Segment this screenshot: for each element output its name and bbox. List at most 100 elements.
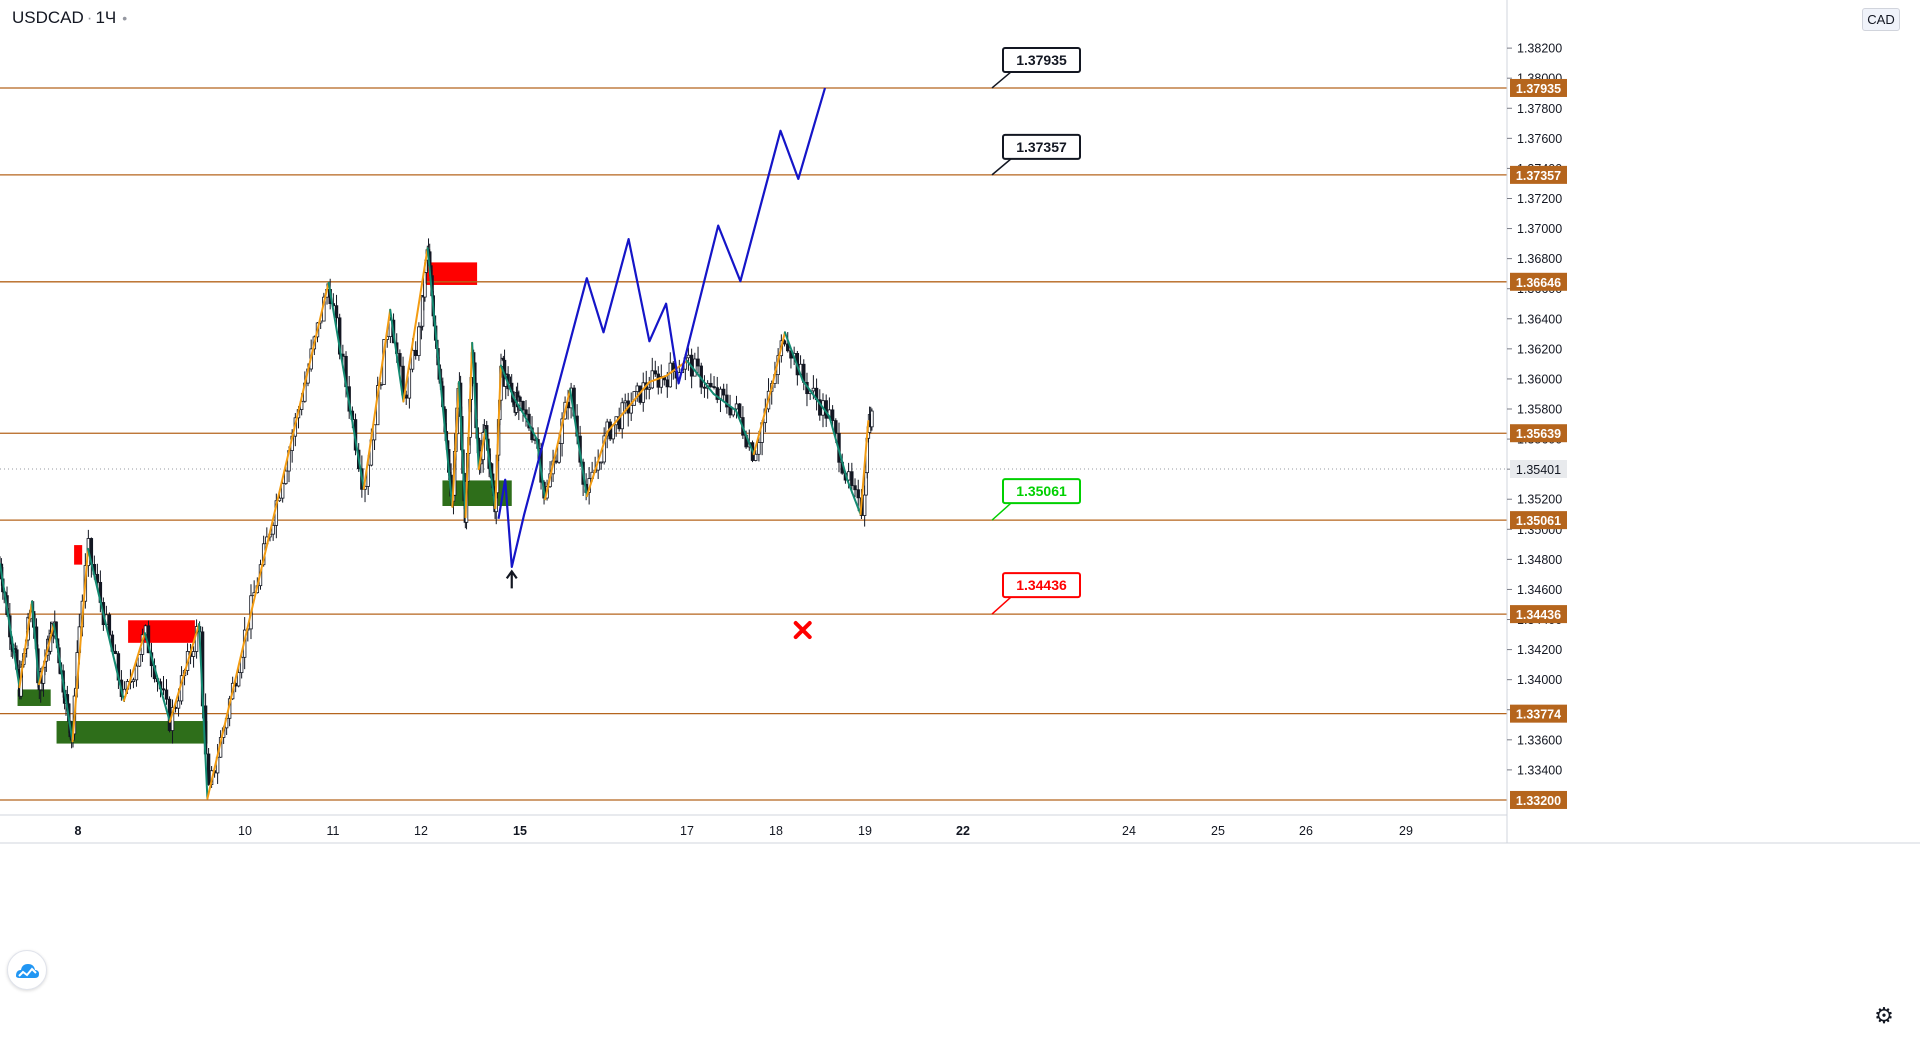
zigzag-segment-2: [30, 600, 40, 686]
candle-body-157: [388, 319, 393, 338]
candle-body-62: [95, 573, 100, 583]
candle-body-299: [665, 379, 669, 388]
zigzag-segment-19: [464, 341, 474, 519]
candle-body-120: [271, 525, 275, 535]
candle-body-164: [410, 349, 415, 370]
price-tick-label-24: 1.38200: [1517, 42, 1562, 56]
zigzag-segment-30: [585, 430, 609, 498]
zigzag-segment-15: [402, 247, 429, 403]
callout-box-2[interactable]: [1002, 478, 1081, 505]
candle-body-351: [830, 409, 835, 421]
title-separator: ·: [86, 8, 93, 27]
callout-pointer-1: [991, 158, 1012, 176]
supply-zone-1: [128, 620, 195, 643]
zigzag-segment-29: [569, 388, 588, 498]
candle-body-328: [757, 442, 761, 455]
level-badge-1[interactable]: [1510, 165, 1567, 184]
candle-body-68: [113, 650, 118, 655]
candle-body-359: [856, 489, 860, 499]
time-tick-label-1: 10: [238, 824, 252, 838]
level-badge-7[interactable]: [1510, 790, 1567, 809]
level-badge-0[interactable]: [1510, 78, 1567, 97]
callout-box-0[interactable]: [1002, 46, 1081, 73]
level-badge-6[interactable]: [1510, 704, 1567, 723]
price-tick-label-4: 1.34200: [1517, 643, 1562, 657]
candle-body-367: [870, 410, 874, 428]
level-badge-3[interactable]: [1510, 424, 1567, 443]
zigzag-segment-7: [122, 632, 146, 702]
zigzag-segment-39: [783, 331, 804, 382]
candle-body-124: [284, 470, 288, 484]
candle-body-337: [786, 343, 790, 352]
zigzag-segment-34: [686, 359, 715, 395]
zigzag-segment-36: [734, 409, 755, 456]
time-tick-label-9: 24: [1122, 824, 1136, 838]
zigzag-segment-28: [544, 388, 572, 501]
last-price-label: 1.35401: [1516, 463, 1561, 477]
candle-body-296: [656, 373, 660, 388]
level-badge-5[interactable]: [1510, 605, 1567, 624]
candle-body-123: [280, 483, 285, 499]
zigzag-segment-38: [770, 331, 786, 389]
zigzag-segment-40: [801, 379, 831, 418]
candle-body-347: [818, 399, 822, 416]
candle-body-85: [164, 689, 169, 700]
callout-label-2: 1.35061: [1016, 483, 1067, 499]
callout-label-1: 1.37357: [1016, 139, 1067, 155]
candle-body-319: [728, 406, 732, 416]
zigzag-segment-11: [206, 281, 330, 800]
candle-body-300: [668, 362, 672, 388]
callout-box-3[interactable]: [1002, 572, 1081, 599]
level-badge-label-2: 1.36646: [1516, 276, 1561, 290]
price-tick-label-19: 1.37200: [1517, 192, 1562, 206]
price-tick-label-14: 1.36200: [1517, 342, 1562, 356]
currency-badge[interactable]: CAD: [1862, 8, 1900, 31]
price-tick-label-0: 1.33400: [1517, 763, 1562, 777]
gear-icon[interactable]: ⚙: [1874, 1003, 1894, 1028]
zigzag-segment-24: [499, 364, 515, 398]
zigzag-segment-6: [87, 547, 125, 702]
candle-body-295: [653, 370, 657, 375]
candle-body-285: [623, 400, 627, 404]
callout-box-1[interactable]: [1002, 133, 1081, 160]
zigzag-segment-14: [389, 308, 405, 403]
candle-body-89: [176, 700, 181, 709]
callout-label-3: 1.34436: [1016, 577, 1067, 593]
zigzag-segment-26: [523, 414, 538, 441]
last-price-badge[interactable]: [1510, 460, 1567, 479]
candle-body-293: [647, 387, 651, 390]
candle-body-250: [518, 396, 522, 402]
up-arrow-icon: [505, 569, 518, 589]
zigzag-segment-8: [143, 632, 171, 723]
time-tick-label-2: 11: [327, 824, 340, 838]
level-badge-2[interactable]: [1510, 272, 1567, 291]
demand-zone-3: [17, 689, 51, 706]
zigzag-segment-16: [426, 247, 454, 508]
candle-body-94: [191, 651, 196, 657]
tradingview-logo[interactable]: [7, 950, 47, 990]
zigzag-segment-25: [512, 395, 526, 417]
zigzag-segment-20: [471, 341, 480, 471]
cross-icon: [793, 621, 812, 640]
level-badge-label-3: 1.35639: [1516, 427, 1561, 441]
candle-body-291: [641, 382, 645, 403]
callout-label-0: 1.37935: [1016, 52, 1067, 68]
zigzag-segment-41: [828, 415, 849, 481]
projection-path: [497, 87, 827, 568]
supply-zone-0: [74, 545, 83, 565]
candle-body-308: [693, 358, 697, 377]
candle-body-251: [521, 401, 525, 411]
candle-body-287: [629, 404, 633, 414]
candle-body-361: [862, 494, 867, 516]
price-tick-label-12: 1.35800: [1517, 403, 1562, 417]
candle-body-84: [161, 688, 166, 691]
candle-body-75: [134, 665, 139, 681]
levels-layer: [0, 87, 1507, 801]
symbol-title[interactable]: USDCAD · 1Ч •: [12, 8, 127, 28]
level-badge-4[interactable]: [1510, 511, 1567, 530]
candle-body-311: [702, 386, 707, 389]
candle-body-165: [414, 349, 418, 357]
price-tick-label-6: 1.34600: [1517, 583, 1562, 597]
